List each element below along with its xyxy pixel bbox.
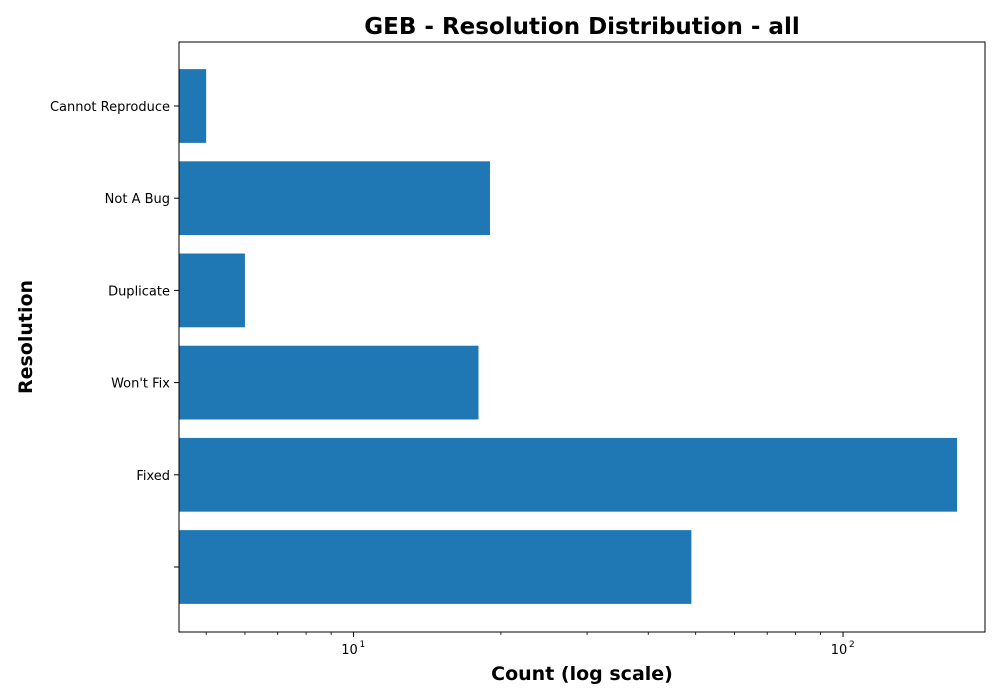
x-tick-label-0: 10 bbox=[341, 643, 358, 658]
bars-layer bbox=[179, 69, 958, 604]
ticks-layer: Fixed Won't Fix Duplicate Not A Bug Cannot R… bbox=[50, 100, 855, 658]
y-axis-label: Resolution bbox=[15, 280, 37, 394]
bar-5 bbox=[179, 69, 207, 143]
y-tick-label-2: Won't Fix bbox=[111, 377, 170, 392]
plot-frame bbox=[178, 41, 986, 633]
chart-title: GEB - Resolution Distribution - all bbox=[364, 14, 799, 40]
bar-2 bbox=[179, 345, 479, 420]
bar-4 bbox=[179, 161, 490, 236]
y-tick-label-5: Cannot Reproduce bbox=[50, 100, 170, 115]
bar-1 bbox=[179, 437, 958, 512]
x-tick-exponent-1: 2 bbox=[849, 640, 855, 650]
x-tick-label-1: 10 bbox=[831, 643, 848, 658]
bar-0 bbox=[179, 530, 692, 604]
x-tick-exponent-0: 1 bbox=[360, 640, 366, 650]
bar-3 bbox=[179, 253, 245, 328]
y-tick-label-1: Fixed bbox=[136, 469, 170, 484]
y-tick-label-3: Duplicate bbox=[108, 284, 170, 299]
x-axis-label: Count (log scale) bbox=[491, 663, 673, 685]
y-tick-label-4: Not A Bug bbox=[105, 192, 170, 207]
